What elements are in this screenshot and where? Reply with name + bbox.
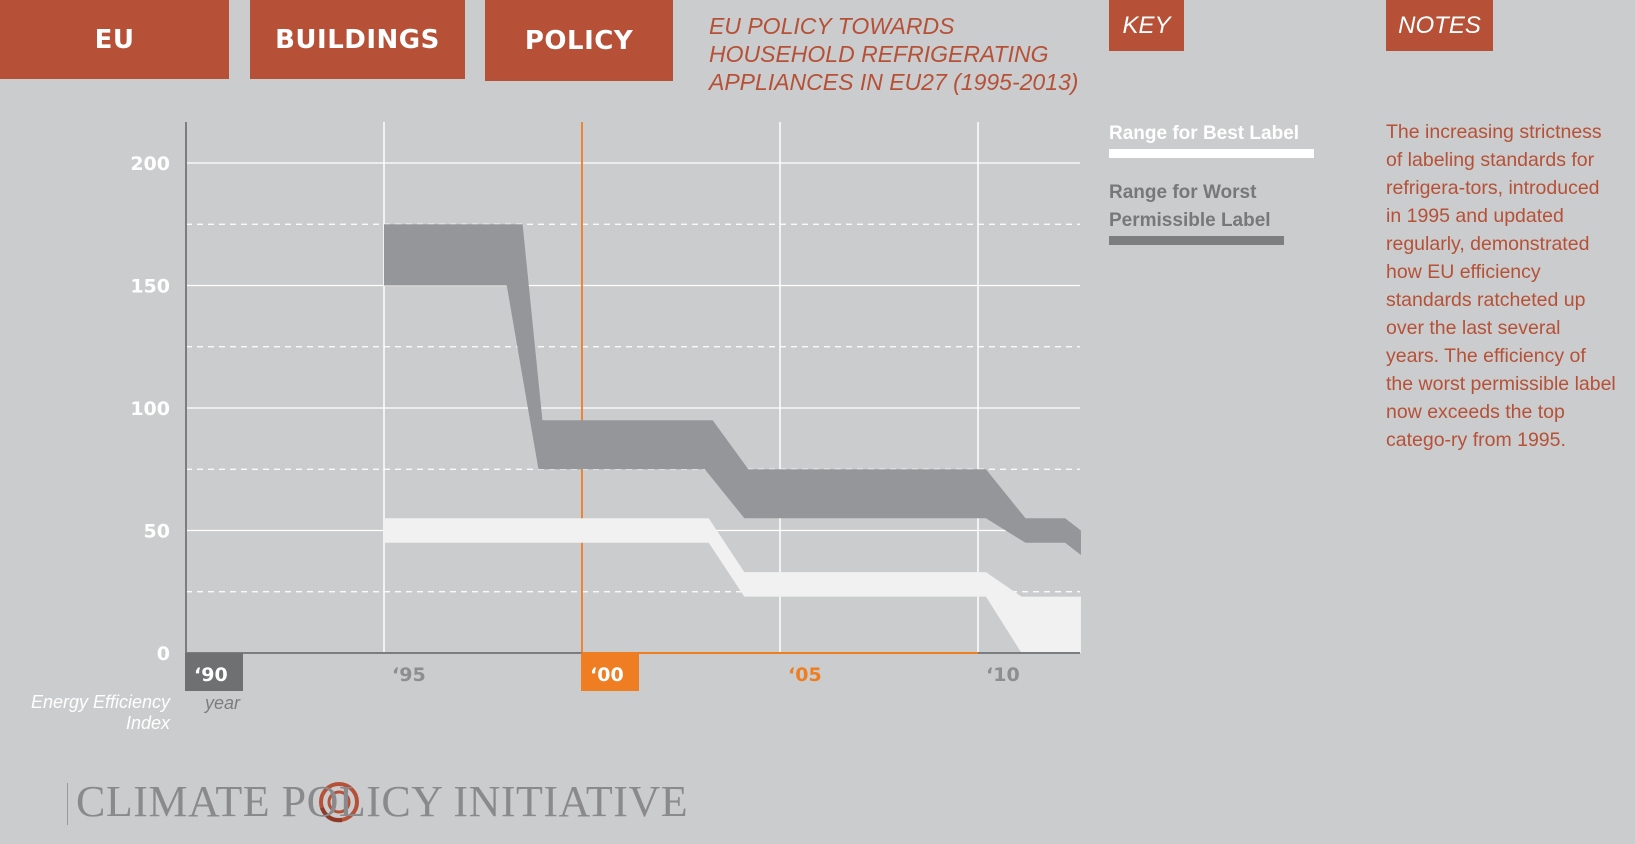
x-tick-label: ‘10 — [986, 664, 1020, 686]
notes-tab[interactable]: NOTES — [1386, 0, 1493, 51]
y-tick-label: 0 — [157, 643, 170, 665]
x-tick-label: ‘90 — [194, 664, 228, 686]
tab-buildings[interactable]: BUILDINGS — [250, 0, 465, 79]
x-tick-label: ‘00 — [590, 664, 624, 686]
best-label-range-area — [384, 518, 1081, 653]
tab-eu[interactable]: EU — [0, 0, 229, 79]
cpi-swirl-icon — [319, 782, 359, 823]
legend-best-swatch — [1109, 149, 1314, 158]
x-tick-box-2000 — [581, 653, 639, 691]
y-tick-label: 150 — [130, 276, 170, 298]
x-tick-label: ‘05 — [788, 664, 822, 686]
notes-text: The increasing strictness of labeling st… — [1386, 121, 1616, 451]
legend-worst-swatch — [1109, 236, 1284, 245]
x-tick-box-1990 — [185, 653, 243, 691]
legend-best-label: Range for Best Label — [1109, 123, 1300, 144]
y-axis-label: Energy Efficiency Index — [30, 692, 170, 733]
worst-label-range-area — [384, 224, 1081, 555]
logo-divider — [67, 783, 68, 825]
legend-worst-label: Range for Worst Permissible Label — [1109, 182, 1271, 231]
y-tick-label: 100 — [130, 398, 170, 420]
tab-policy[interactable]: POLICY — [485, 0, 673, 81]
y-tick-label: 50 — [144, 521, 170, 543]
page-title: EU POLICY TOWARDS HOUSEHOLD REFRIGERATIN… — [709, 13, 1079, 95]
x-axis-label: year — [205, 693, 241, 713]
x-tick-label: ‘95 — [392, 664, 426, 686]
key-tab[interactable]: KEY — [1109, 0, 1184, 51]
y-tick-label: 200 — [130, 153, 170, 175]
logo-text: CLIMATE POLICY INITIATIVE — [76, 777, 689, 826]
